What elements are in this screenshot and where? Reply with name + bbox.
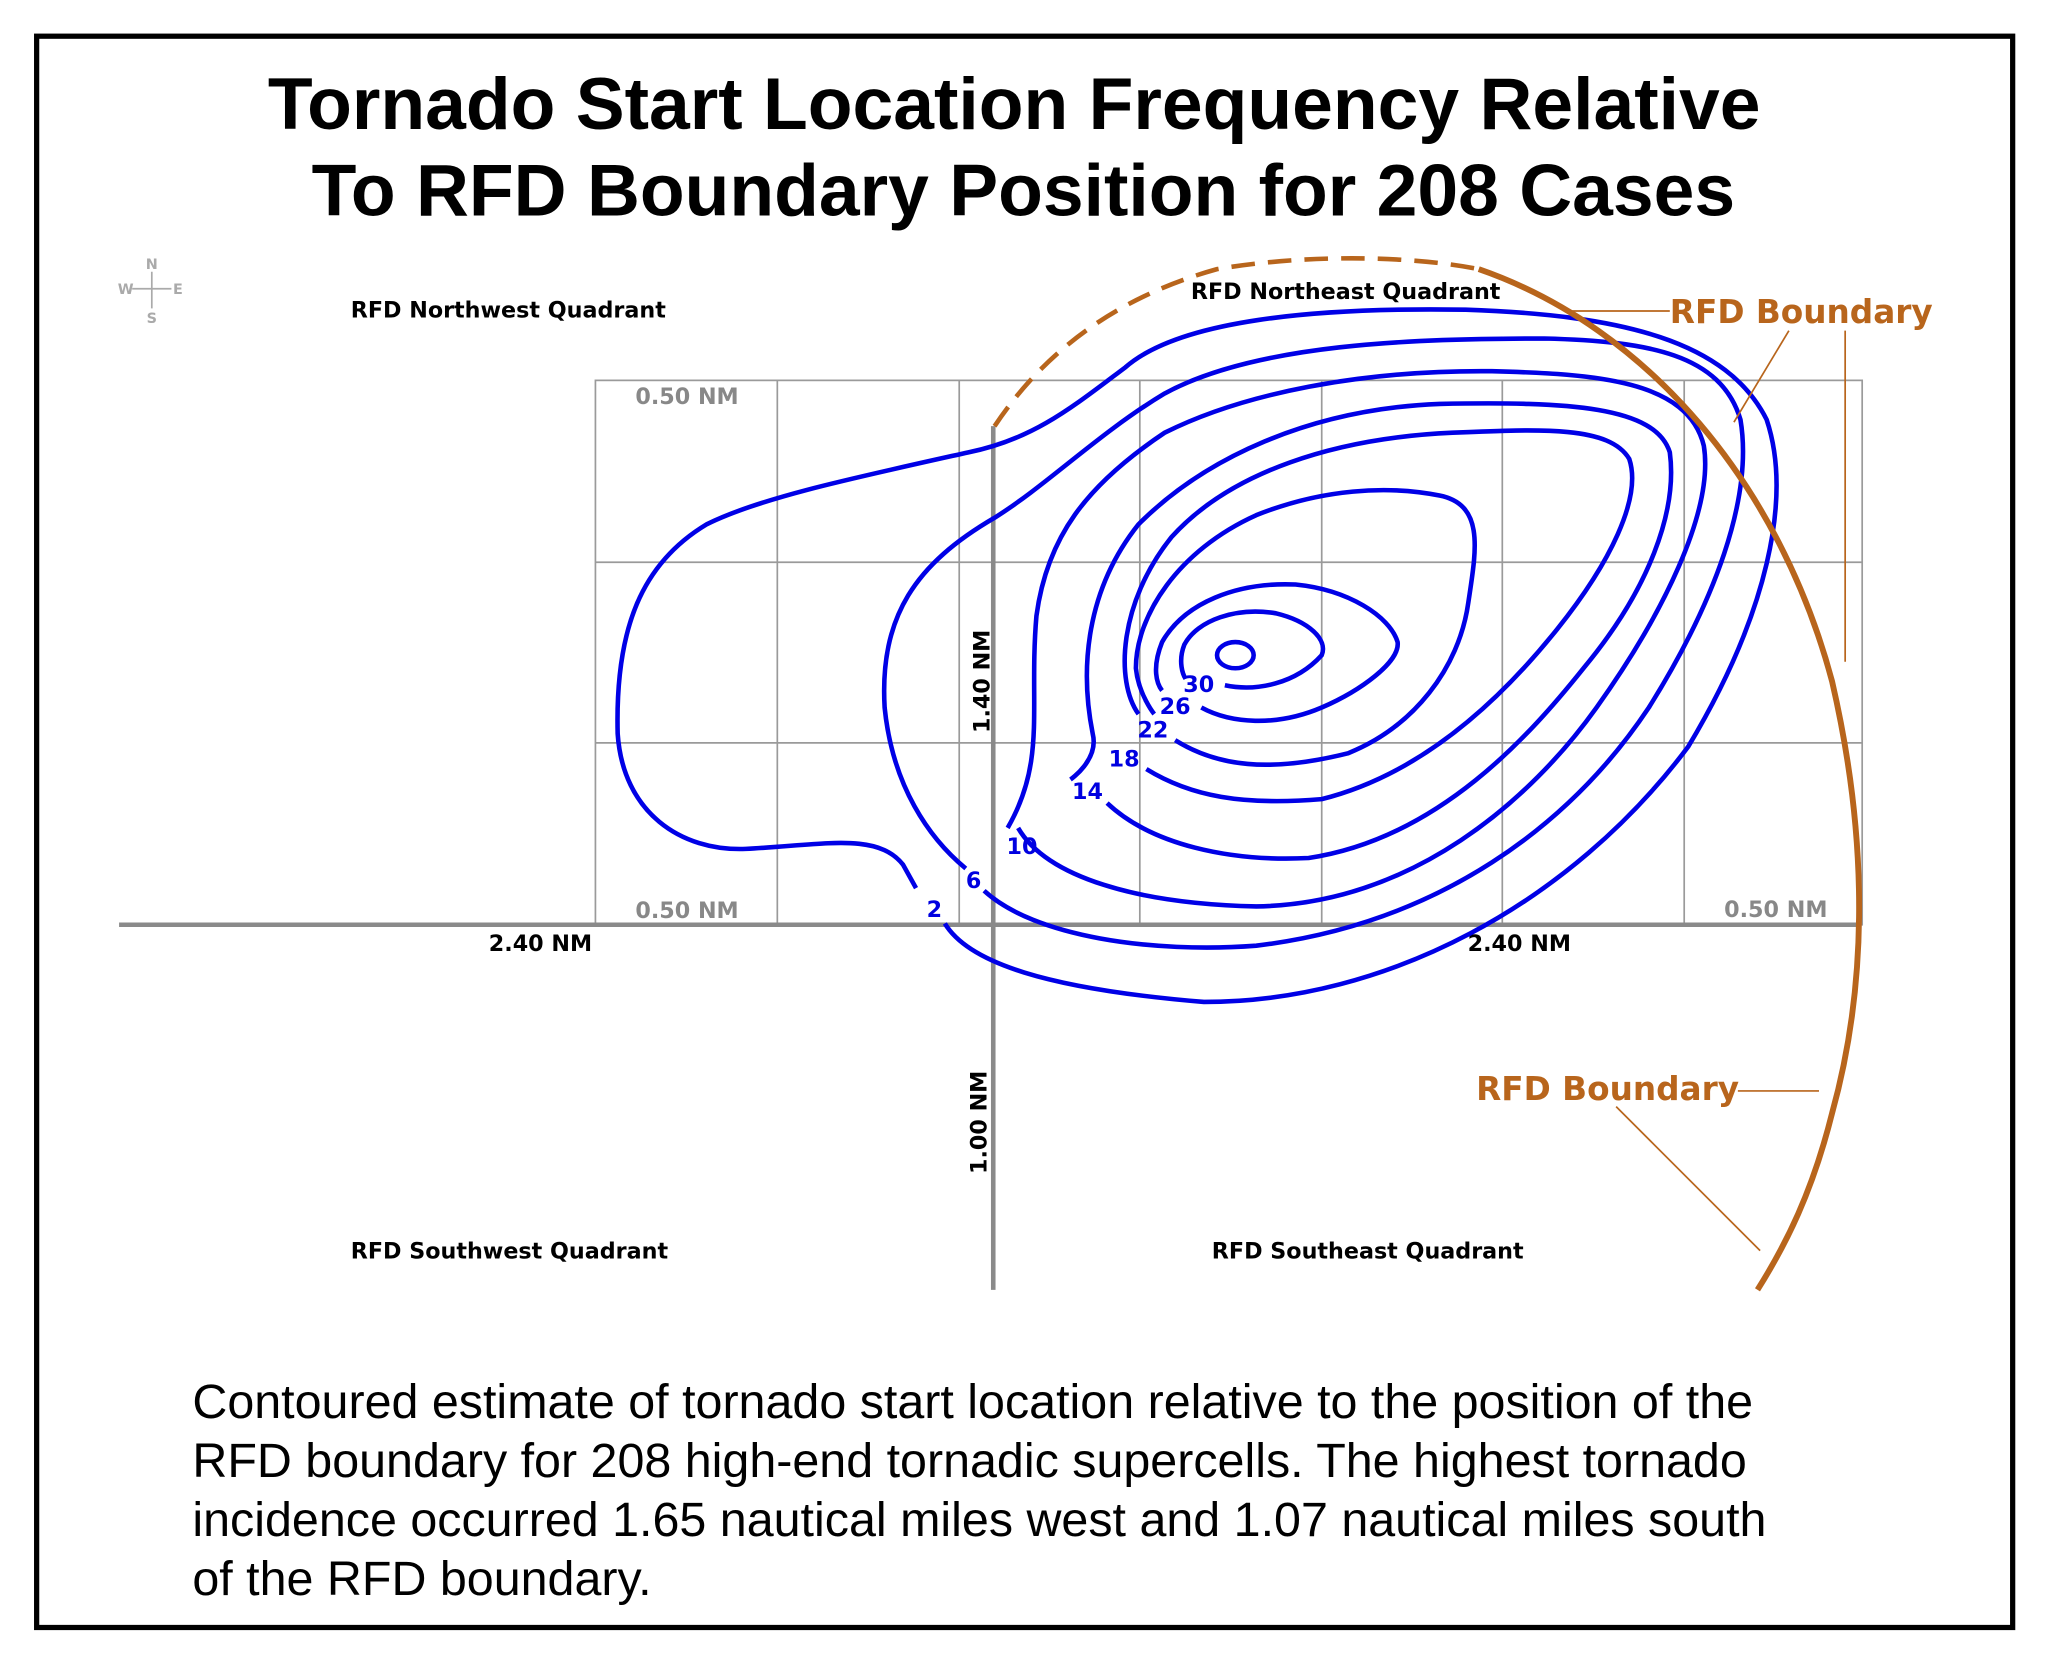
grid: [594, 379, 1864, 926]
contour-26: [1153, 582, 1400, 724]
contour-10: [1005, 368, 1708, 909]
contour-label: 10: [1007, 834, 1038, 860]
scale-north: 1.40 NM: [969, 630, 995, 733]
scale-bottom-left: 0.50 NM: [635, 898, 738, 924]
compass-w: W: [118, 282, 134, 298]
frame: [34, 33, 2016, 1631]
contour-label: 18: [1109, 746, 1140, 772]
rfd-boundary-label-upper: RFD Boundary: [1670, 293, 1933, 331]
scale-east: 2.40 NM: [1468, 931, 1571, 957]
compass-n: N: [146, 257, 158, 273]
rfd-boundary-label-lower: RFD Boundary: [1476, 1070, 1739, 1108]
compass-icon: N S E W: [118, 257, 183, 327]
compass-e: E: [173, 282, 183, 298]
contour-label: 2: [927, 897, 942, 923]
contour-22: [1133, 487, 1478, 767]
scale-west: 2.40 NM: [489, 931, 592, 957]
caption: Contoured estimate of tornado start loca…: [192, 1375, 1766, 1606]
quadrant-nw-label: RFD Northwest Quadrant: [351, 298, 666, 324]
contour-peak: [1214, 639, 1256, 671]
caption-line: RFD boundary for 208 high-end tornadic s…: [192, 1434, 1746, 1488]
contour-18: [1122, 428, 1635, 804]
contour-label: 22: [1137, 718, 1168, 744]
rfd-boundary-dashed: [992, 256, 1480, 428]
contour-2: [615, 307, 1779, 1005]
contour-label: 6: [966, 868, 981, 894]
rfd-boundary-solid: [1477, 266, 1863, 1292]
scale-bottom-right: 0.50 NM: [1724, 897, 1827, 923]
title-line-2: To RFD Boundary Position for 208 Cases: [312, 149, 1736, 231]
quadrant-ne-label: RFD Northeast Quadrant: [1191, 279, 1501, 305]
quadrant-se-label: RFD Southeast Quadrant: [1212, 1238, 1524, 1264]
caption-line: of the RFD boundary.: [192, 1552, 651, 1606]
caption-line: Contoured estimate of tornado start loca…: [192, 1375, 1753, 1429]
caption-line: incidence occurred 1.65 nautical miles w…: [192, 1493, 1766, 1547]
contour-14: [1069, 401, 1674, 861]
contour-label: 26: [1160, 694, 1191, 720]
compass-s: S: [147, 311, 157, 327]
quadrant-sw-label: RFD Southwest Quadrant: [351, 1238, 669, 1264]
title-line-1: Tornado Start Location Frequency Relativ…: [268, 63, 1761, 145]
rfd-boundary: RFD Boundary RFD Boundary: [992, 256, 1933, 1292]
contour-label: 30: [1183, 672, 1214, 698]
contour-label: 14: [1072, 779, 1103, 805]
scale-south: 1.00 NM: [967, 1071, 993, 1174]
contour-30: [1178, 609, 1326, 690]
scale-top-left: 0.50 NM: [635, 384, 738, 410]
contour-labels: 2 6 10 14 18 22 26 30: [927, 672, 1215, 923]
